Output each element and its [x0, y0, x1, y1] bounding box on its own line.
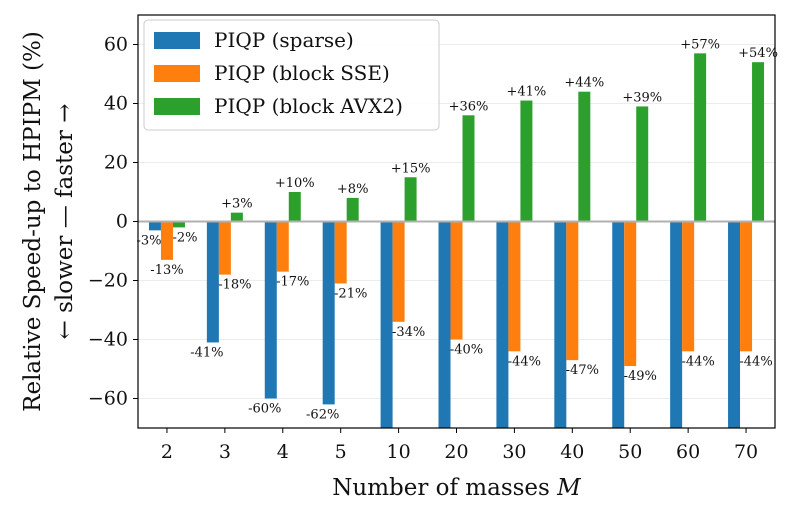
x-tick-label: 10: [386, 441, 410, 463]
data-label: +10%: [275, 176, 315, 191]
bar: [740, 221, 753, 352]
data-label: +44%: [564, 76, 604, 91]
data-label: -44%: [739, 354, 772, 369]
legend: PIQP (sparse) PIQP (block SSE) PIQP (block…: [143, 19, 440, 131]
bar: [206, 221, 219, 343]
bars: [148, 53, 765, 428]
data-label: -2%: [172, 230, 197, 245]
x-axis-label: Number of masses M: [332, 475, 582, 501]
bar: [520, 100, 533, 222]
bar: [218, 221, 231, 275]
bar: [148, 221, 161, 231]
data-label: +15%: [391, 161, 431, 176]
bar: [612, 221, 625, 428]
x-axis-label-variable: M: [556, 475, 582, 501]
y-tick-label: 20: [104, 152, 128, 174]
data-label: +3%: [221, 197, 253, 212]
x-tick-label: 30: [502, 441, 526, 463]
bar: [230, 212, 243, 222]
x-tick-label: 2: [161, 441, 173, 463]
bar: [752, 62, 765, 222]
y-tick-label: 60: [104, 34, 128, 56]
data-label: -34%: [392, 325, 425, 340]
data-label: -62%: [306, 407, 339, 422]
bar: [670, 221, 683, 428]
y-tick-label: 0: [116, 211, 128, 233]
bar: [694, 53, 707, 222]
x-tick-label: 60: [676, 441, 700, 463]
data-label: -21%: [334, 286, 367, 301]
y-tick-label: −20: [88, 270, 128, 292]
bar: [392, 221, 405, 322]
legend-entry: PIQP (block AVX2): [214, 94, 403, 118]
y-axis: −60 −40 −20 0 20 40 60: [88, 34, 138, 410]
x-axis: 2 3 4 5 10 20 30 40 50 60 70: [161, 428, 758, 463]
x-tick-label: 40: [560, 441, 584, 463]
x-tick-label: 20: [444, 441, 468, 463]
legend-box: [143, 19, 440, 131]
bar: [462, 115, 475, 222]
data-label: -17%: [276, 275, 309, 290]
bar: [404, 177, 417, 222]
bar: [172, 221, 185, 228]
data-label: -41%: [190, 345, 223, 360]
data-label: -40%: [450, 343, 483, 358]
bar: [508, 221, 521, 352]
data-label: -60%: [248, 402, 281, 417]
bar: [438, 221, 451, 428]
bar: [624, 221, 637, 367]
bar: [288, 192, 301, 222]
bar: [496, 221, 509, 428]
legend-swatch: [154, 65, 200, 82]
bar: [578, 91, 591, 222]
x-tick-label: 70: [734, 441, 758, 463]
data-label: +39%: [622, 90, 662, 105]
data-label: +36%: [449, 99, 489, 114]
data-label: -3%: [136, 233, 161, 248]
bar: [334, 221, 347, 284]
data-label: +41%: [507, 85, 547, 100]
legend-entry: PIQP (sparse): [214, 28, 354, 52]
data-label: -18%: [218, 278, 251, 293]
data-label: +8%: [337, 182, 369, 197]
data-label: -13%: [150, 263, 183, 278]
x-axis-label-text: Number of masses: [332, 475, 557, 501]
x-tick-label: 5: [335, 441, 347, 463]
data-label: +57%: [680, 37, 720, 52]
y-axis-sublabel: ← slower — faster →: [52, 104, 78, 340]
bar: [450, 221, 463, 340]
bar: [636, 106, 649, 222]
data-label: -44%: [508, 354, 541, 369]
legend-swatch: [154, 98, 200, 115]
bar: [682, 221, 695, 352]
bar: [380, 221, 393, 428]
data-label: -49%: [624, 369, 657, 384]
bar: [346, 197, 359, 222]
data-label: +54%: [738, 46, 778, 61]
bar: [264, 221, 277, 399]
bar: [566, 221, 579, 361]
data-labels: -3% -13% -2% -41% -18% +3% -60% -17% +10% -62% -21…: [136, 37, 778, 422]
bar: [554, 221, 567, 428]
legend-swatch: [154, 32, 200, 49]
y-tick-label: −40: [88, 329, 128, 351]
y-tick-label: 40: [104, 93, 128, 115]
bar: [160, 221, 173, 260]
bar: [276, 221, 289, 272]
data-label: -47%: [566, 363, 599, 378]
x-tick-label: 50: [618, 441, 642, 463]
x-tick-label: 3: [219, 441, 231, 463]
y-axis-label: Relative Speed-up to HPIPM (%): [20, 31, 46, 412]
legend-entry: PIQP (block SSE): [214, 61, 390, 85]
bar: [728, 221, 741, 428]
data-label: -44%: [681, 354, 714, 369]
bar: [322, 221, 335, 405]
x-tick-label: 4: [277, 441, 289, 463]
y-tick-label: −60: [88, 388, 128, 410]
